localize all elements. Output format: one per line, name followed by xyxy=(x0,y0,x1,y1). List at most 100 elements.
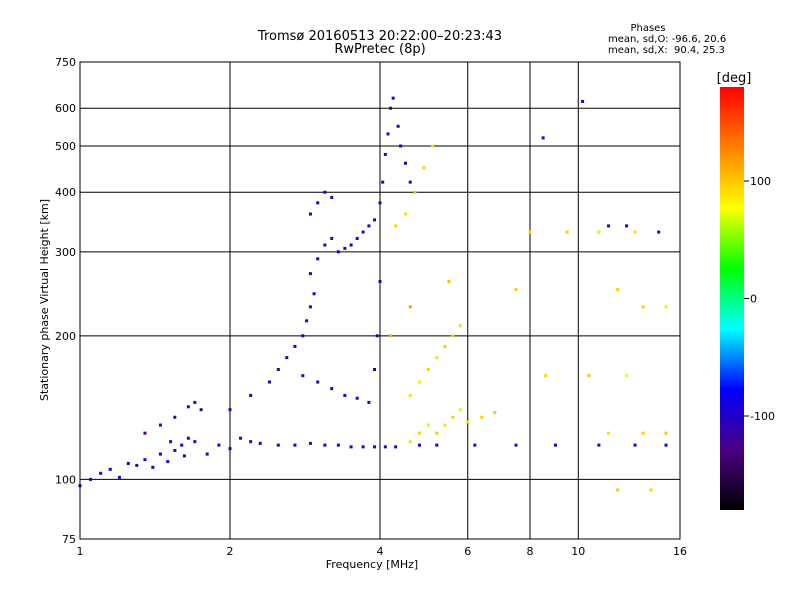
data-point xyxy=(528,230,532,234)
data-point xyxy=(186,436,190,440)
data-point xyxy=(664,443,668,447)
y-axis-label: Stationary phase Virtual Height [km] xyxy=(38,199,51,401)
data-point xyxy=(664,305,668,309)
data-point xyxy=(316,257,320,261)
data-point xyxy=(89,477,93,481)
x-tick-label: 1 xyxy=(77,545,84,558)
data-point xyxy=(205,452,209,456)
data-point xyxy=(217,443,221,447)
y-tick-label: 600 xyxy=(55,102,76,115)
data-point xyxy=(193,400,197,404)
data-point xyxy=(276,367,280,371)
colorbar-tick-label: -100 xyxy=(750,410,775,423)
y-tick-label: 100 xyxy=(55,473,76,486)
data-point xyxy=(443,423,447,427)
colorbar-label: [deg] xyxy=(717,71,752,86)
data-point xyxy=(431,144,435,148)
data-point xyxy=(473,443,477,447)
y-tick-label: 75 xyxy=(62,533,76,546)
data-point xyxy=(308,212,312,216)
data-point xyxy=(493,411,497,415)
data-point xyxy=(135,463,139,467)
data-point xyxy=(199,408,203,412)
data-point xyxy=(664,431,668,435)
data-point xyxy=(403,212,407,216)
phase-colorbar: [deg] 100 0 -100 xyxy=(717,71,775,510)
plot-frame xyxy=(79,61,681,540)
data-point xyxy=(625,374,629,378)
colorbar-ticks: 100 0 -100 xyxy=(744,175,775,423)
data-point xyxy=(383,445,387,449)
data-point xyxy=(435,443,439,447)
data-point xyxy=(565,230,569,234)
data-point xyxy=(126,461,130,465)
data-point xyxy=(426,423,430,427)
data-point xyxy=(323,190,327,194)
data-point xyxy=(458,324,462,328)
y-tick-label: 200 xyxy=(55,330,76,343)
colorbar-tick-label: 0 xyxy=(750,293,757,306)
data-point xyxy=(367,400,371,404)
data-point xyxy=(336,443,340,447)
data-point xyxy=(330,195,334,199)
y-axis-ticks: 75 100 200 300 400 500 600 750 xyxy=(55,56,76,546)
data-point xyxy=(323,443,327,447)
data-point xyxy=(249,440,253,444)
data-point xyxy=(633,443,637,447)
data-point xyxy=(143,458,147,462)
data-point xyxy=(396,124,400,128)
data-point xyxy=(117,475,121,479)
data-point xyxy=(239,436,243,440)
x-tick-label: 10 xyxy=(571,545,585,558)
data-point xyxy=(308,305,312,309)
x-tick-label: 2 xyxy=(227,545,234,558)
data-point xyxy=(316,380,320,384)
data-point xyxy=(349,243,353,247)
data-point xyxy=(394,445,398,449)
scatter-points xyxy=(78,96,668,492)
data-point xyxy=(173,415,177,419)
data-point xyxy=(625,224,629,228)
data-point xyxy=(541,136,545,140)
data-point xyxy=(301,374,305,378)
data-point xyxy=(514,443,518,447)
data-point xyxy=(330,236,334,240)
data-point xyxy=(108,467,112,471)
data-point xyxy=(367,224,371,228)
chart-subtitle: RwPretec (8p) xyxy=(334,42,425,57)
data-point xyxy=(343,393,347,397)
data-point xyxy=(641,431,645,435)
data-point xyxy=(408,180,412,184)
chart-grid xyxy=(80,62,680,539)
data-point xyxy=(182,454,186,458)
data-point xyxy=(258,441,262,445)
data-point xyxy=(355,396,359,400)
data-point xyxy=(158,423,162,427)
chart-title-group: Tromsø 20160513 20:22:00–20:23:43 RwPret… xyxy=(257,29,502,57)
data-point xyxy=(312,292,316,296)
data-point xyxy=(408,305,412,309)
data-point xyxy=(451,415,455,419)
data-point xyxy=(389,334,393,338)
data-point xyxy=(553,443,557,447)
data-point xyxy=(193,440,197,444)
data-point xyxy=(378,279,382,283)
data-point xyxy=(361,230,365,234)
data-point xyxy=(173,448,177,452)
data-point xyxy=(435,356,439,360)
colorbar-scale xyxy=(720,87,744,510)
data-point xyxy=(308,272,312,276)
data-point xyxy=(373,445,377,449)
data-point xyxy=(355,236,359,240)
x-axis-ticks: 1 2 4 6 8 10 16 xyxy=(77,545,688,558)
data-point xyxy=(267,380,271,384)
data-point xyxy=(413,190,417,194)
y-tick-label: 300 xyxy=(55,246,76,259)
data-point xyxy=(293,344,297,348)
data-point xyxy=(381,180,385,184)
data-point xyxy=(249,393,253,397)
data-point xyxy=(447,279,451,283)
data-point xyxy=(293,443,297,447)
x-tick-label: 8 xyxy=(527,545,534,558)
data-point xyxy=(443,344,447,348)
